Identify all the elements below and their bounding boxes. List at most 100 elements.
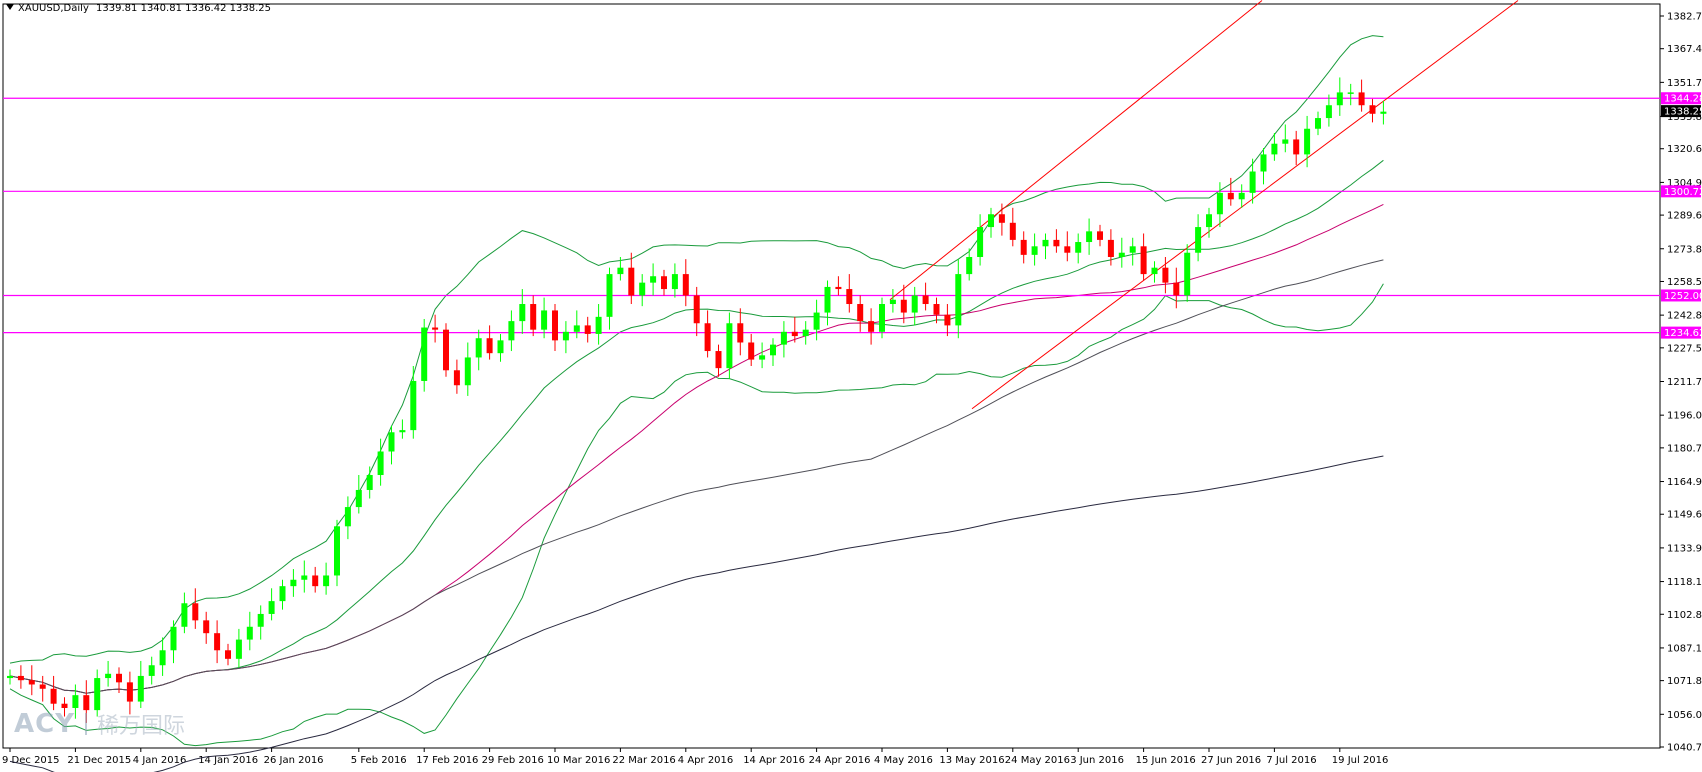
symbol-label: XAUUSD,Daily [18,3,89,14]
level-price-label: 1344.28 [1664,94,1702,105]
candle-body [28,680,35,685]
candle-body [606,274,613,317]
candle-body [148,665,155,676]
x-tick-label: 24 Apr 2016 [809,755,871,766]
x-tick-label: 17 Feb 2016 [416,755,478,766]
candle-body [988,214,994,228]
y-tick-label: 1242.80 [1667,311,1702,322]
candle-body [192,603,199,621]
watermark-divider [85,713,88,735]
level-price-tag [1661,185,1701,198]
candle-body [1151,267,1158,275]
candle-body [639,282,646,296]
candle-body [268,601,275,614]
candle-body [170,626,177,651]
candle-body [225,650,231,659]
candle-body [1293,139,1300,155]
moving-average-magenta [9,203,1384,694]
candle-body [998,214,1005,223]
candle-body [377,451,384,476]
candle-body [1347,92,1354,94]
y-tick-label: 1320.65 [1667,144,1702,155]
candle-body [1282,139,1289,144]
candle-body [39,684,46,689]
candle-body [1249,171,1256,193]
trendline-channel-lower[interactable] [971,0,1519,410]
candle-body [181,603,188,627]
candle-body [443,329,449,371]
candle-body [421,327,428,381]
candle-body [704,323,711,352]
candle-body [301,575,308,580]
x-tick-label: 9 Dec 2015 [2,755,60,766]
candle-body [1227,192,1234,200]
candle-body [1031,246,1038,255]
candle-body [1086,231,1093,243]
candle-body [486,338,493,354]
current-price-label: 1338.25 [1664,107,1702,118]
candle-body [1206,214,1212,228]
x-tick-label: 24 May 2016 [1005,755,1070,766]
y-tick-label: 1227.50 [1667,343,1702,354]
candle-body [671,274,678,290]
level-price-tag [1661,92,1701,105]
x-tick-label: 14 Jan 2016 [198,755,258,766]
watermark-logo: ACY [14,709,76,739]
candle-body [879,304,885,332]
candle-body [137,675,144,702]
candle-body [61,703,68,708]
y-tick-label: 1149.65 [1667,510,1702,521]
candle-body [475,338,482,358]
candle-body [508,321,515,341]
plot-frame [2,3,1661,749]
candle-body [1042,239,1049,247]
chart-menu-triangle-icon[interactable] [6,4,14,10]
candle-body [50,688,57,704]
moving-average-long [9,455,1384,772]
candle-body [464,357,471,386]
y-tick-label: 1180.70 [1667,443,1702,454]
y-tick-label: 1289.60 [1667,211,1702,222]
level-price-label: 1234.62 [1664,328,1702,339]
candle-body [497,340,504,354]
y-tick-label: 1102.85 [1667,610,1702,621]
candle-body [1325,105,1332,119]
candle-body [1216,192,1223,215]
candle-body [214,633,221,651]
level-price-label: 1252.00 [1664,291,1702,302]
trendline-channel-upper[interactable] [889,0,1263,301]
candle-body [17,675,24,681]
candle-body [1238,192,1245,200]
y-tick-label: 1382.75 [1667,12,1702,23]
candle-body [1020,239,1027,255]
candle-body [1129,246,1136,253]
watermark-text: 稀万国际 [97,714,186,739]
candle-body [246,626,253,640]
x-tick-label: 4 Apr 2016 [678,755,733,766]
candle-body [857,304,864,322]
chart-header: XAUUSD,Daily 1339.81 1340.81 1336.42 133… [6,3,275,14]
candle-body [203,620,210,634]
candle-body [1097,231,1103,240]
candle-body [399,430,406,433]
candle-body [453,370,460,386]
candle-body [813,312,820,330]
y-tick-label: 1133.90 [1667,543,1702,554]
candle-body [235,639,242,659]
candle-body [955,274,962,326]
x-tick-label: 10 Mar 2016 [547,755,610,766]
x-tick-label: 13 May 2016 [939,755,1004,766]
candle-body [573,325,580,332]
candle-body [1369,105,1376,114]
candle-body [802,329,809,337]
candle-body [868,321,875,332]
y-tick-label: 1367.45 [1667,44,1702,55]
moving-average-gray [9,259,1384,694]
candle-body [617,267,624,275]
level-price-tag [1661,289,1701,302]
candle-body [835,286,842,290]
bollinger-lower-band [9,283,1384,747]
candle-body [1075,242,1082,253]
x-tick-label: 7 Jul 2016 [1266,755,1316,766]
